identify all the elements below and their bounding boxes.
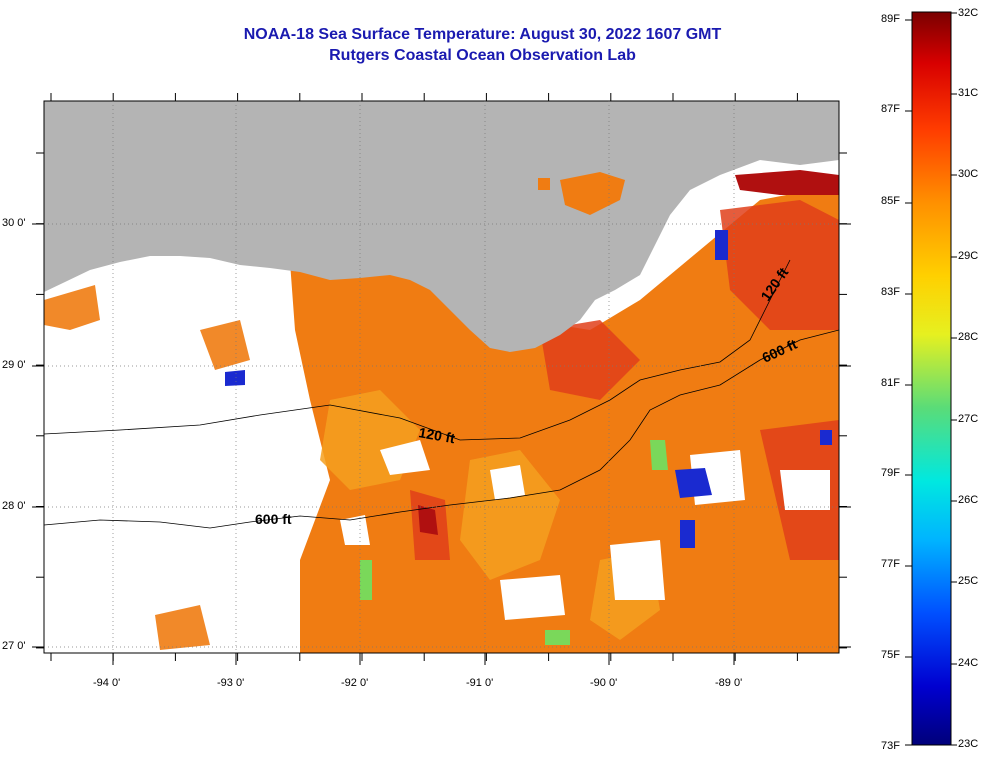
cb-c-30: 30C	[958, 168, 979, 180]
cb-f-79: 79F	[881, 467, 900, 479]
isobath-600ft	[44, 329, 839, 529]
sst-hot-patches	[410, 200, 839, 560]
colorbar-ticks	[905, 12, 957, 746]
cb-f-73: 73F	[881, 740, 900, 752]
lat-label-30: 30 0'	[2, 217, 26, 229]
cb-c-24: 24C	[958, 657, 979, 669]
cb-c-27: 27C	[958, 413, 979, 425]
cb-f-87: 87F	[881, 103, 900, 115]
lon-label-92: -92 0'	[341, 677, 369, 689]
lat-label-28: 28 0'	[2, 500, 26, 512]
land-lake	[538, 172, 625, 215]
lon-label-93: -93 0'	[217, 677, 245, 689]
map-title: NOAA-18 Sea Surface Temperature: August …	[0, 24, 992, 66]
isobath-label-120-west: 120 ft	[417, 424, 456, 446]
cb-f-77: 77F	[881, 558, 900, 570]
plot-frame	[43, 100, 840, 654]
isobath-label-600-west: 600 ft	[255, 511, 292, 527]
map-layers	[44, 101, 839, 653]
lat-label-27: 27 0'	[2, 640, 26, 652]
colorbar	[911, 11, 952, 746]
cb-f-75: 75F	[881, 649, 900, 661]
lat-label-29: 29 0'	[2, 359, 26, 371]
cb-c-29: 29C	[958, 250, 979, 262]
cb-f-89: 89F	[881, 13, 900, 25]
sst-west-patches	[44, 285, 250, 650]
cb-c-28: 28C	[958, 331, 979, 343]
gridlines	[44, 101, 839, 653]
cb-c-26: 26C	[958, 494, 979, 506]
lon-label-91: -91 0'	[466, 677, 494, 689]
land-mass	[44, 101, 839, 352]
cb-c-23: 23C	[958, 738, 979, 750]
cb-c-31: 31C	[958, 87, 979, 99]
cb-f-85: 85F	[881, 195, 900, 207]
title-line-2: Rutgers Coastal Ocean Observation Lab	[329, 47, 636, 64]
cb-c-25: 25C	[958, 575, 979, 587]
lon-label-89: -89 0'	[715, 677, 743, 689]
title-line-1: NOAA-18 Sea Surface Temperature: August …	[243, 26, 722, 43]
lon-label-94: -94 0'	[93, 677, 121, 689]
isobath-120ft	[44, 259, 791, 441]
cb-f-81: 81F	[881, 377, 900, 389]
tick-marks	[32, 93, 851, 665]
cb-f-83: 83F	[881, 286, 900, 298]
cb-c-32: 32C	[958, 7, 979, 19]
lon-label-90: -90 0'	[590, 677, 618, 689]
